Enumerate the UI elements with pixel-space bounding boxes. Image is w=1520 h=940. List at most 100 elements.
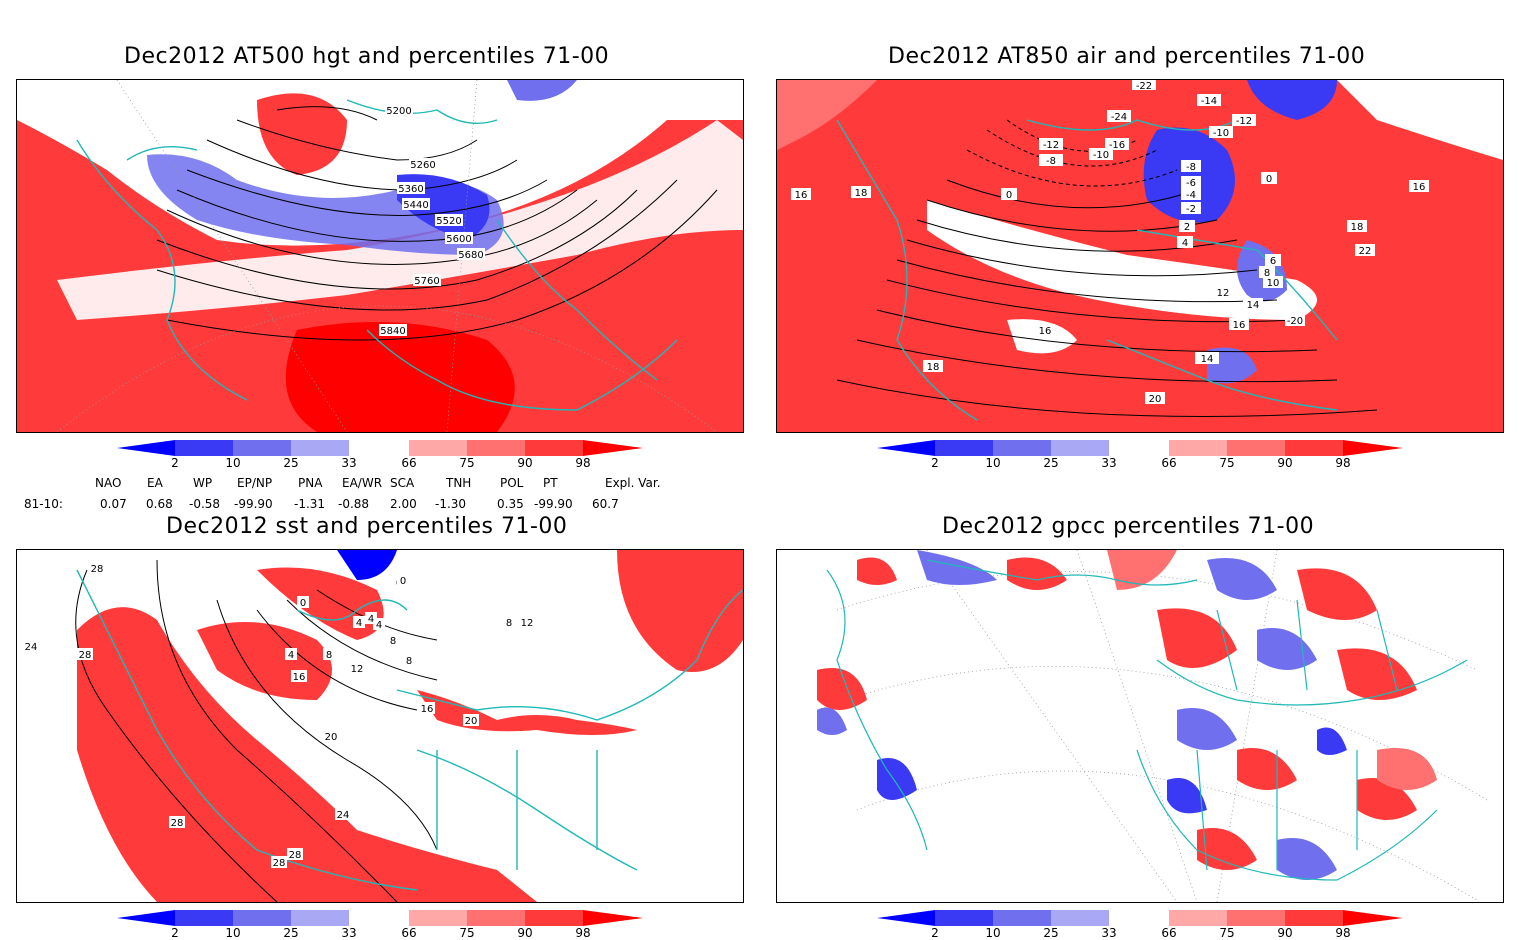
colorbar-tick: 90 [1277,456,1293,470]
contour-label: 5600 [446,234,471,245]
index-value: -99.90 [234,497,273,511]
colorbar-tick: 10 [225,926,241,940]
warm-sst-anomaly [77,607,537,902]
contour-label: 4 [356,618,362,629]
map-sst: 28 24 28 0 0 4 4 4 8 8 12 16 16 20 20 24… [23,550,743,902]
contour-label: 28 [91,564,104,575]
contour-label: 24 [337,810,350,821]
index-row-label: 81-10: [24,497,63,511]
map-panel-sst: 28 24 28 0 0 4 4 4 8 8 12 16 16 20 20 24… [16,549,744,903]
contour-label: 16 [1039,326,1052,337]
contour-label: 18 [855,188,868,199]
blank-corner [17,80,743,120]
colorbar-tick: 75 [1219,926,1235,940]
index-value: -1.30 [435,497,467,511]
colorbar-tick: 2 [171,926,179,940]
index-value: 0.07 [100,497,127,511]
colorbar-air850: 2 10 25 33 66 75 90 98 [877,440,1403,474]
contour-label: -22 [1136,81,1152,92]
contour-label: 14 [1247,300,1260,311]
contour-label: 5680 [458,250,483,261]
contour-label: 4 [288,650,294,661]
contour-label: -8 [1186,162,1196,173]
cold-anomaly-band [147,154,504,255]
index-value: -0.88 [338,497,370,511]
panel-title-hgt500: Dec2012 AT500 hgt and percentiles 71-00 [124,44,610,69]
contour-label: 28 [289,850,302,861]
blank-corner [1337,80,1503,160]
contour-labels: -22 -14 -24 -12 -10 -12 -8 -16 -10 -8 -6… [791,80,1429,405]
contour-label: 12 [521,618,534,629]
cold-anomaly-top [1247,80,1337,120]
sst-contours [75,559,438,902]
colorbar-tick: 66 [1161,456,1177,470]
contour-label: 2 [1184,222,1190,233]
contour-label: -24 [1111,112,1127,123]
strong-warm-anomaly [285,322,515,432]
index-header: EA/WR [342,476,383,490]
contour-labels: 5200 5260 5360 5440 5520 5600 5680 5760 … [379,104,485,337]
colorbar-tick: 98 [1335,926,1351,940]
warm-sst-anomaly-med [417,690,637,735]
neutral-band [57,120,743,320]
colorbar-gpcc: 2 10 25 33 66 75 90 98 [877,910,1403,940]
colorbar-tick: 90 [517,456,533,470]
contour-label: 8 [506,618,512,629]
coastlines [826,559,1468,881]
indices-header: NAO EA WP EP/NP PNA EA/WR SCA TNH POL PT… [0,476,760,492]
colorbar-tick: 25 [1043,456,1059,470]
cold-sst-anomaly [337,550,397,580]
contour-label: 5760 [414,276,439,287]
index-value: -99.90 [534,497,573,511]
contour-label: 5260 [410,160,435,171]
contour-label: 6 [1270,256,1276,267]
contour-label: 14 [1201,354,1214,365]
colorbar-tick: 75 [1219,456,1235,470]
index-header: EA [147,476,163,490]
index-header: Expl. Var. [605,476,661,490]
coastlines [76,99,678,411]
warm-anomaly-north [257,93,347,175]
contour-label: 8 [1264,268,1270,279]
contour-label: 4 [376,620,382,631]
contour-label: 12 [1217,288,1230,299]
contour-label: 24 [25,642,38,653]
colorbar-swatches [117,440,643,456]
warm-sst-anomaly-top [257,567,384,640]
contour-label: 16 [293,672,306,683]
contour-label: 28 [171,818,184,829]
contour-label: 20 [1149,394,1162,405]
map-hgt500: 5200 5260 5360 5440 5520 5600 5680 5760 … [17,80,743,432]
contour-label: 8 [406,656,412,667]
colorbar-tick: 10 [985,926,1001,940]
index-value: 0.68 [146,497,173,511]
contour-label: -16 [1109,140,1125,151]
index-value: -0.58 [189,497,221,511]
contour-label: -10 [1213,128,1229,139]
contour-label: 4 [368,614,374,625]
contour-label: -6 [1186,178,1196,189]
colorbar-tick: 75 [459,456,475,470]
colorbar-tick: 33 [1101,926,1117,940]
index-header: PT [543,476,558,490]
index-header: PNA [298,476,323,490]
cold-anomaly-south [1207,347,1257,384]
warm-anomaly-edge [777,80,877,150]
colorbar-tick: 98 [575,456,591,470]
colorbar-tick: 10 [225,456,241,470]
colorbar-tick: 25 [283,456,299,470]
cold-anomaly-top [507,80,577,101]
warm-sst-anomaly-north [197,622,332,700]
contour-label: 28 [273,858,286,869]
index-value: -1.31 [294,497,326,511]
index-header: EP/NP [237,476,273,490]
colorbar-tick: 66 [401,926,417,940]
contour-label: 5440 [403,200,428,211]
contour-label: -2 [1186,204,1196,215]
contour-label: 8 [326,650,332,661]
contour-label: 18 [927,362,940,373]
map-panel-air850: -22 -14 -24 -12 -10 -12 -8 -16 -10 -8 -6… [776,79,1504,433]
warm-sst-anomaly-east [617,550,743,672]
colorbar-tick: 25 [1043,926,1059,940]
colorbar-tick: 75 [459,926,475,940]
